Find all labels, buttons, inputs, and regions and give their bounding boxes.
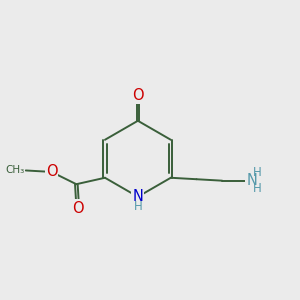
Text: H: H [253, 166, 262, 179]
Text: CH₃: CH₃ [5, 166, 24, 176]
Text: O: O [72, 201, 84, 216]
Text: H: H [134, 200, 142, 214]
Text: N: N [246, 173, 257, 188]
Text: O: O [132, 88, 144, 103]
Text: N: N [132, 189, 143, 204]
Text: H: H [253, 182, 262, 195]
Text: O: O [46, 164, 57, 179]
